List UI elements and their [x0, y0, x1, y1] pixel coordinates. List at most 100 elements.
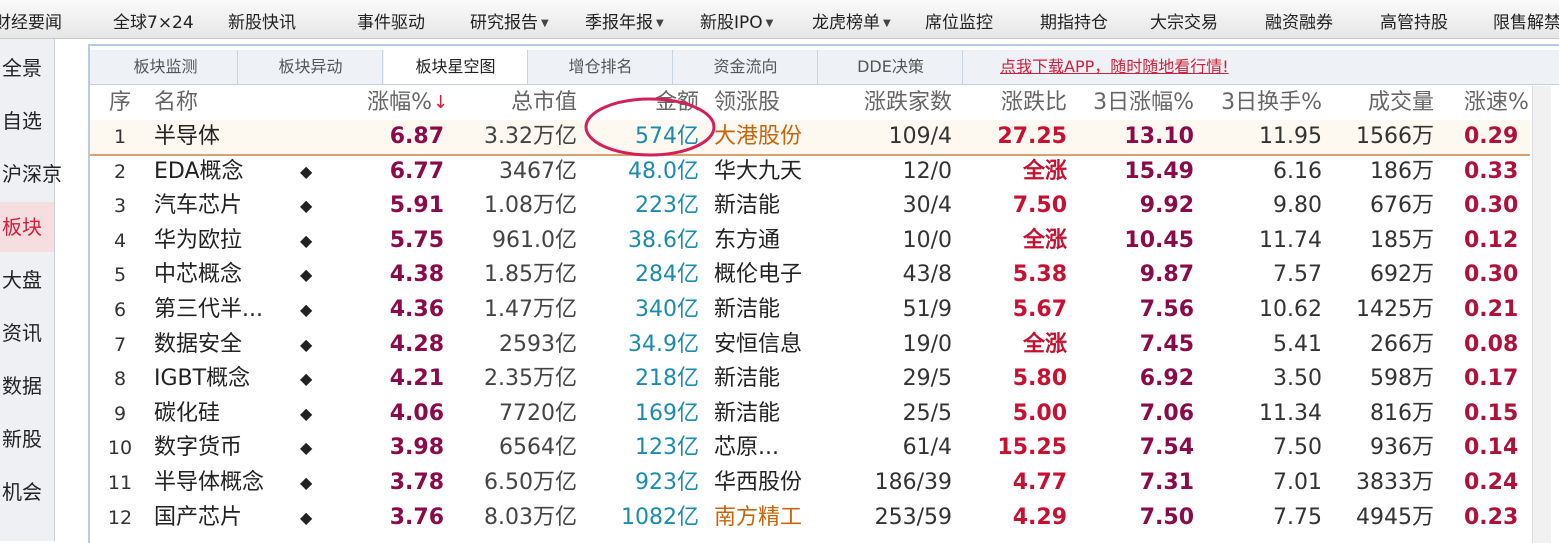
nav-item[interactable]: 事件驱动 [357, 13, 425, 33]
column-header[interactable]: 涨跌比 [1000, 90, 1067, 115]
table-cell: 3833万 [1356, 470, 1434, 495]
sidebar: 全景自选沪深京板块大盘资讯数据新股机会 [0, 39, 62, 541]
sidebar-item[interactable]: 板块 [0, 202, 54, 252]
sidebar-item[interactable]: 全景 [2, 56, 42, 80]
column-header[interactable]: 名称 [154, 90, 199, 115]
row-icon[interactable]: ◆ [300, 300, 313, 319]
sidebar-item[interactable]: 资讯 [2, 321, 42, 345]
table-cell: 0.17 [1464, 366, 1519, 392]
table-cell: 3 [113, 195, 127, 218]
row-icon[interactable]: ◆ [300, 473, 313, 492]
table-cell: 半导体 [154, 124, 221, 149]
tab[interactable]: 板块异动 [239, 50, 383, 84]
table-cell: 0.15 [1464, 400, 1519, 426]
tab[interactable]: 增仓排名 [529, 50, 673, 84]
row-icon[interactable]: ◆ [300, 265, 313, 285]
table-cell: 0.12 [1464, 227, 1519, 253]
table-cell: 12/0 [902, 158, 952, 184]
table-cell: 11.95 [1259, 124, 1322, 149]
table-cell: 5.38 [1012, 262, 1067, 288]
table-cell: 0.30 [1464, 193, 1519, 219]
nav-item[interactable]: 融资融券 [1265, 13, 1333, 33]
tab[interactable]: 板块星空图 [384, 50, 528, 84]
nav-item[interactable]: 财经要闻 [0, 13, 62, 33]
table-cell: 961.0亿 [492, 227, 577, 253]
scrollbar[interactable] [1532, 86, 1551, 543]
table-cell: 半导体概念 [154, 470, 265, 495]
table-cell: 185万 [1370, 227, 1434, 253]
column-header[interactable]: 涨幅% [367, 90, 432, 115]
sidebar-item[interactable]: 自选 [2, 109, 42, 133]
column-header[interactable]: 序 [108, 90, 131, 115]
sidebar-item[interactable]: 新股 [2, 427, 42, 451]
table-cell: 数据安全 [154, 331, 243, 357]
column-header[interactable]: 涨速% [1464, 90, 1529, 115]
column-header[interactable]: 成交量 [1367, 90, 1434, 115]
nav-item[interactable]: 高管持股 [1380, 13, 1448, 33]
nav-item[interactable]: 期指持仓 [1040, 13, 1108, 33]
table-cell: 7 [113, 333, 127, 356]
row-icon[interactable]: ◆ [300, 196, 313, 216]
row-icon[interactable]: ◆ [300, 369, 313, 389]
table-cell: 9 [113, 402, 127, 425]
row-icon[interactable]: ◆ [300, 507, 313, 527]
table-cell: 4945万 [1356, 504, 1434, 530]
table-cell: 1.85万亿 [484, 262, 577, 288]
sidebar-item[interactable]: 沪深京 [2, 162, 62, 186]
table-cell: 3.76 [389, 504, 444, 530]
table-cell: 4.06 [389, 400, 444, 426]
promo-link[interactable]: 点我下载APP，随时随地看行情! [1000, 57, 1229, 76]
nav-item[interactable]: 研究报告 ▼ [470, 13, 549, 33]
table-cell: 3.32万亿 [484, 124, 577, 149]
table-cell: 9.80 [1273, 193, 1322, 219]
nav-item[interactable]: 席位监控 [925, 13, 993, 33]
column-header[interactable]: 领涨股 [714, 90, 781, 115]
red-circle [584, 97, 716, 157]
table-cell: 3467亿 [499, 158, 577, 184]
nav-item[interactable]: 新股快讯 [228, 13, 296, 33]
nav-item[interactable]: 限售解禁 [1493, 13, 1559, 33]
sidebar-item[interactable]: 机会 [2, 480, 42, 504]
column-header[interactable]: 3日换手% [1221, 90, 1322, 115]
row-icon[interactable]: ◆ [300, 230, 313, 250]
table-cell: 5.41 [1273, 331, 1322, 357]
nav-item[interactable]: 全球7×24 [113, 13, 194, 33]
table-cell: 5 [113, 264, 127, 287]
table-cell: 8 [113, 368, 127, 391]
sidebar-item[interactable]: 大盘 [2, 268, 42, 292]
table-cell: 5.75 [389, 227, 444, 253]
nav-item[interactable]: 新股IPO ▼ [700, 13, 774, 33]
row-icon[interactable]: ◆ [300, 403, 313, 423]
table-cell: 186万 [1370, 158, 1434, 184]
table-cell: 6 [113, 299, 127, 321]
table-cell: 0.08 [1464, 331, 1519, 357]
table-cell: 123亿 [635, 435, 699, 461]
table-cell: 7.50 [1273, 435, 1322, 461]
tab[interactable]: 资金流向 [674, 50, 818, 84]
nav-item[interactable]: 龙虎榜单 ▼ [812, 13, 891, 33]
row-icon[interactable]: ◆ [300, 438, 313, 458]
table-cell: 全涨 [1022, 331, 1067, 357]
table-cell: 61/4 [902, 435, 952, 461]
tab[interactable]: DDE决策 [819, 50, 963, 84]
table-cell: 0.30 [1464, 262, 1519, 288]
table-cell: 3.98 [389, 435, 444, 461]
table-cell: 109/4 [888, 124, 952, 149]
sort-indicator[interactable]: ↓ [433, 92, 449, 113]
dropdown-arrow: ▼ [883, 17, 891, 29]
table-row[interactable] [90, 120, 1530, 156]
row-icon[interactable]: ◆ [300, 161, 313, 181]
column-header[interactable]: 总市值 [510, 90, 577, 115]
nav-item[interactable]: 大宗交易 [1150, 13, 1218, 33]
row-icon[interactable]: ◆ [300, 334, 313, 354]
tab[interactable]: 板块监测 [94, 50, 238, 84]
sidebar-item[interactable]: 数据 [2, 374, 42, 398]
table-cell: 2593亿 [499, 331, 577, 357]
column-header[interactable]: 涨跌家数 [863, 90, 952, 115]
table-cell: 7.56 [1139, 297, 1194, 322]
nav-item[interactable]: 季报年报 ▼ [585, 13, 664, 33]
table-cell: 10.62 [1259, 297, 1322, 322]
column-header[interactable]: 3日涨幅% [1093, 90, 1194, 115]
table-cell: 4.36 [389, 297, 444, 322]
